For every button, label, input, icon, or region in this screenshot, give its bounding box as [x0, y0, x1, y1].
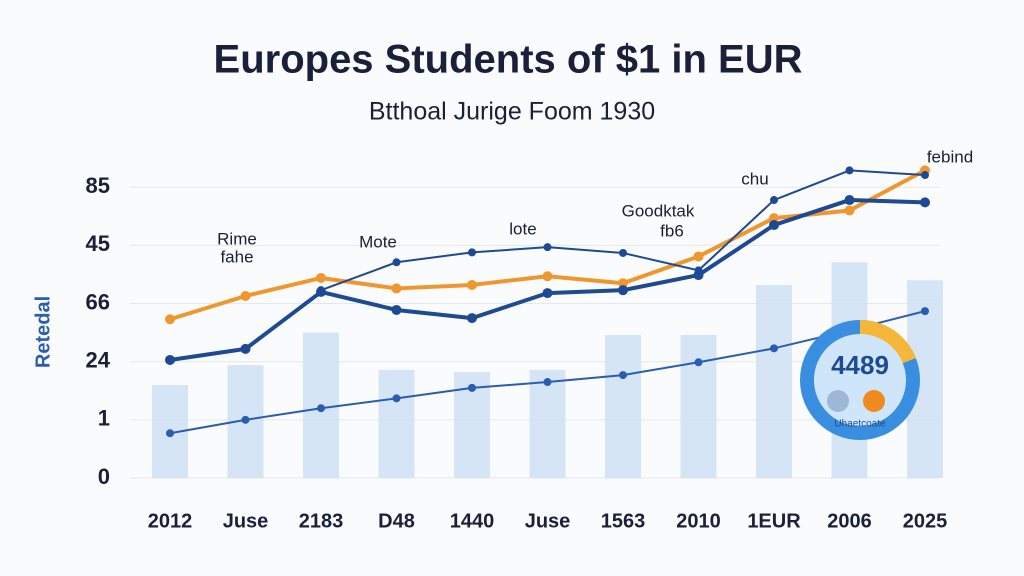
point — [845, 166, 854, 175]
chart-subtitle: Btthoal Jurige Foom 1930 — [369, 98, 655, 126]
point — [542, 271, 553, 282]
point — [392, 394, 401, 403]
point — [316, 272, 326, 283]
bar — [756, 284, 792, 478]
point — [391, 283, 402, 294]
x-tick-label: D48 — [378, 510, 415, 532]
point — [166, 429, 174, 438]
point — [165, 314, 175, 325]
point — [317, 286, 325, 295]
x-tick-label: 2010 — [676, 510, 721, 532]
annotation: Rime — [217, 229, 257, 248]
badge: 4489 Uhaetcoate — [800, 319, 920, 440]
point — [468, 383, 476, 392]
annotation: fahe — [220, 247, 253, 266]
point — [694, 358, 703, 367]
bar — [529, 369, 566, 478]
y-tick-label: 24 — [86, 348, 111, 373]
plot-area: 0 1 24 66 45 85 2012 Juse 2183 D48 1440 Juse 1563 201… — [86, 147, 974, 532]
coin-icon — [827, 390, 849, 412]
point — [542, 288, 553, 299]
annotation: febind — [927, 147, 973, 166]
point — [619, 248, 627, 257]
point — [467, 279, 477, 290]
point — [618, 278, 628, 289]
point — [467, 313, 477, 324]
point — [165, 354, 175, 365]
x-tick-label: 1563 — [601, 510, 646, 532]
point — [770, 196, 778, 205]
x-tick-label: Juse — [223, 510, 269, 532]
coin-icon — [863, 390, 885, 412]
bar — [680, 334, 717, 478]
annotation: Goodktak — [622, 201, 695, 220]
y-tick-label: 1 — [98, 406, 110, 431]
point — [240, 343, 251, 354]
point — [844, 205, 855, 216]
bar — [378, 369, 415, 478]
x-tick-label: Juse — [525, 510, 571, 532]
point — [618, 285, 628, 296]
point — [392, 258, 401, 267]
badge-value: 4489 — [831, 350, 889, 380]
point — [543, 243, 552, 252]
badge-caption: Uhaetcoate — [834, 419, 886, 430]
badge-inner — [814, 334, 906, 426]
point — [468, 248, 476, 257]
point — [921, 307, 929, 316]
annotation: Mote — [359, 232, 397, 251]
x-tick-label: 1EUR — [747, 510, 801, 532]
chart-title: Europes Students of $1 in EUR — [214, 38, 803, 82]
point — [543, 378, 552, 387]
x-tick-label: 2025 — [903, 510, 948, 532]
y-tick-label: 85 — [86, 173, 110, 198]
point — [769, 220, 779, 231]
annotation: lote — [509, 219, 536, 238]
y-tick-label: 45 — [86, 231, 110, 256]
y-tick-label: 66 — [86, 289, 110, 314]
annotation: fb6 — [660, 221, 684, 240]
annotation: chu — [741, 169, 768, 188]
point — [391, 304, 402, 315]
x-tick-label: 2183 — [299, 510, 344, 532]
point — [240, 290, 251, 301]
point — [694, 266, 703, 275]
point — [619, 371, 627, 380]
x-tick-label: 2012 — [148, 510, 193, 532]
point — [693, 251, 704, 262]
x-tick-label: 2006 — [827, 510, 872, 532]
point — [769, 213, 779, 224]
point — [920, 197, 930, 208]
point — [317, 404, 325, 413]
bar — [605, 334, 641, 478]
point — [241, 415, 250, 424]
y-tick-label: 0 — [98, 464, 110, 489]
point — [844, 195, 855, 206]
point — [770, 344, 778, 353]
point — [921, 171, 929, 180]
y-axis-label: Retedal — [32, 296, 54, 368]
x-tick-label: 1440 — [450, 510, 495, 532]
